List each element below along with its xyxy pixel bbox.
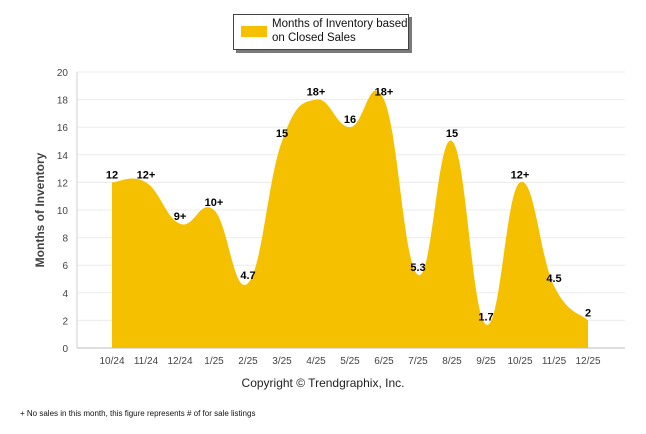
data-label: 4.7	[240, 270, 255, 282]
x-tick-label: 12/25	[575, 356, 600, 367]
data-label: 2	[585, 307, 591, 319]
y-axis-ticks: 0 2 4 6 8 10 12 14 16 18 20	[57, 68, 69, 355]
data-label: 18+	[307, 87, 326, 99]
y-axis-title: Months of Inventory	[33, 152, 47, 267]
data-label: 4.5	[546, 273, 561, 285]
data-labels: 12 12+ 9+ 10+ 4.7 15 18+ 16 18+ 5.3 15 1.7 12+ 4.5 2	[106, 87, 591, 324]
y-tick-label: 2	[62, 316, 68, 327]
chart-legend: Months of Inventory based on Closed Sale…	[233, 14, 409, 50]
x-tick-label: 1/25	[204, 356, 224, 367]
y-tick-label: 18	[57, 96, 69, 107]
y-tick-label: 4	[62, 289, 68, 300]
x-tick-label: 11/25	[542, 356, 567, 367]
data-label: 18+	[375, 87, 394, 99]
data-label: 10+	[205, 197, 224, 209]
data-label: 16	[344, 114, 356, 126]
x-tick-label: 8/25	[442, 356, 462, 367]
data-label: 15	[446, 128, 458, 140]
x-tick-label: 2/25	[238, 356, 258, 367]
y-tick-label: 0	[62, 344, 68, 355]
footnote: + No sales in this month, this figure re…	[20, 409, 256, 418]
data-label: 5.3	[410, 262, 425, 274]
copyright-text: Copyright © Trendgraphix, Inc.	[241, 376, 405, 390]
y-tick-label: 8	[62, 234, 68, 245]
y-tick-label: 6	[62, 261, 68, 272]
data-label: 12+	[137, 169, 156, 181]
data-label: 9+	[174, 211, 187, 223]
data-label: 12+	[511, 169, 530, 181]
y-tick-label: 16	[57, 123, 69, 134]
data-label: 1.7	[478, 312, 493, 324]
x-tick-label: 9/25	[476, 356, 496, 367]
x-tick-label: 10/25	[507, 356, 532, 367]
x-tick-label: 12/24	[167, 356, 192, 367]
data-label: 12	[106, 169, 118, 181]
y-tick-label: 14	[57, 151, 69, 162]
data-label: 15	[276, 128, 288, 140]
x-tick-label: 10/24	[99, 356, 124, 367]
x-tick-label: 11/24	[134, 356, 159, 367]
y-tick-label: 10	[57, 206, 69, 217]
x-axis-ticks: 10/24 11/24 12/24 1/25 2/25 3/25 4/25 5/25 6/25 7…	[99, 356, 600, 367]
area-series	[112, 90, 588, 348]
x-tick-label: 6/25	[374, 356, 394, 367]
legend-swatch	[241, 26, 267, 37]
y-tick-label: 12	[57, 178, 69, 189]
x-tick-label: 4/25	[306, 356, 326, 367]
x-tick-label: 7/25	[408, 356, 428, 367]
x-tick-label: 3/25	[272, 356, 292, 367]
legend-label: Months of Inventory based on Closed Sale…	[272, 18, 408, 44]
y-tick-label: 20	[57, 68, 69, 79]
x-tick-label: 5/25	[340, 356, 360, 367]
